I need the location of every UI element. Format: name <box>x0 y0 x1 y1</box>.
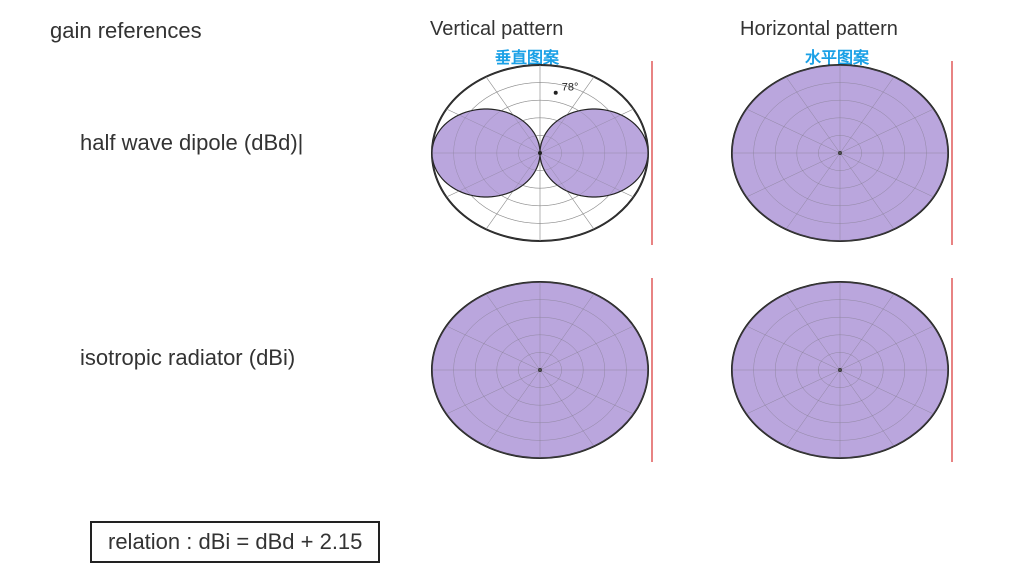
chart-dipole-vertical: 78° <box>420 58 660 248</box>
chart-isotropic-vertical <box>420 275 660 465</box>
page: gain references Vertical pattern 垂直图案 Ho… <box>0 0 1024 585</box>
svg-text:78°: 78° <box>562 82 579 94</box>
formula-box: relation : dBi = dBd + 2.15 <box>90 521 380 563</box>
row-label-isotropic: isotropic radiator (dBi) <box>80 345 295 371</box>
chart-isotropic-horizontal <box>720 275 960 465</box>
column-header-vertical: Vertical pattern <box>430 18 563 41</box>
column-header-horizontal: Horizontal pattern <box>740 18 898 41</box>
row-label-dipole: half wave dipole (dBd)| <box>80 130 303 156</box>
chart-dipole-horizontal <box>720 58 960 248</box>
page-title: gain references <box>50 18 202 44</box>
